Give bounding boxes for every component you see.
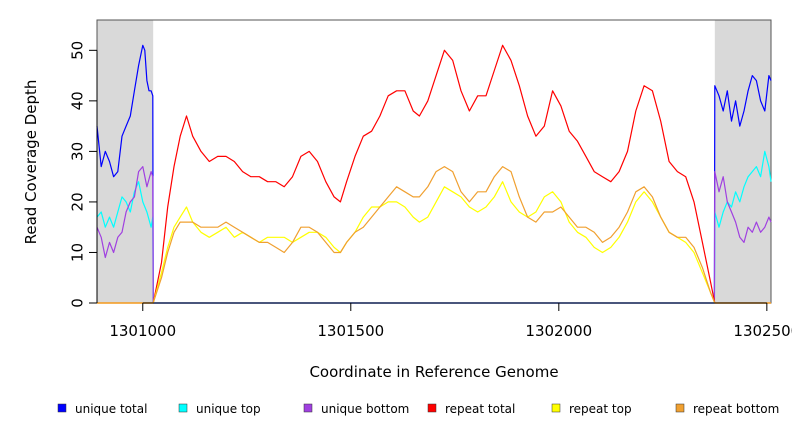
y-ticks: 0 10 20 30 40 50 (68, 41, 97, 308)
y-tick-label: 50 (68, 41, 86, 60)
x-tick-label: 1301500 (317, 322, 384, 340)
y-tick-label: 20 (68, 192, 86, 211)
legend-swatch-unique-total (57, 403, 67, 413)
x-tick-label: 1301000 (109, 322, 176, 340)
legend-swatch-unique-bottom (303, 403, 313, 413)
legend-swatch-unique-top (178, 403, 188, 413)
legend-label-unique-total: unique total (75, 402, 147, 416)
series-line-repeat-total (97, 44, 771, 304)
series-line-unique-bottom (96, 166, 772, 304)
legend-swatch-repeat-bottom (675, 403, 685, 413)
legend-swatch-repeat-total (427, 403, 437, 413)
legend-label-repeat-bottom: repeat bottom (693, 402, 779, 416)
legend: unique total unique top unique bottom repea… (57, 402, 779, 416)
legend-label-unique-bottom: unique bottom (321, 402, 409, 416)
plot-frame (96, 19, 772, 304)
legend-swatch-repeat-top (551, 403, 561, 413)
y-tick-label: 30 (68, 142, 86, 161)
y-axis-label: Read Coverage Depth (22, 80, 40, 245)
x-axis-label: Coordinate in Reference Genome (309, 363, 558, 381)
shaded-region-2 (714, 20, 771, 303)
legend-label-repeat-top: repeat top (569, 402, 632, 416)
series-line-repeat-bottom (97, 166, 771, 304)
shaded-regions (97, 20, 771, 303)
series-line-repeat-top (97, 181, 771, 304)
shaded-region-1 (97, 20, 154, 303)
y-tick-label: 0 (68, 298, 86, 308)
x-tick-label: 1302000 (525, 322, 592, 340)
y-tick-label: 40 (68, 91, 86, 110)
series-line-unique-total (96, 44, 772, 304)
legend-label-unique-top: unique top (196, 402, 261, 416)
series-line-unique-top (96, 150, 772, 304)
series-lines (96, 44, 772, 304)
legend-label-repeat-total: repeat total (445, 402, 515, 416)
y-tick-label: 10 (68, 243, 86, 262)
